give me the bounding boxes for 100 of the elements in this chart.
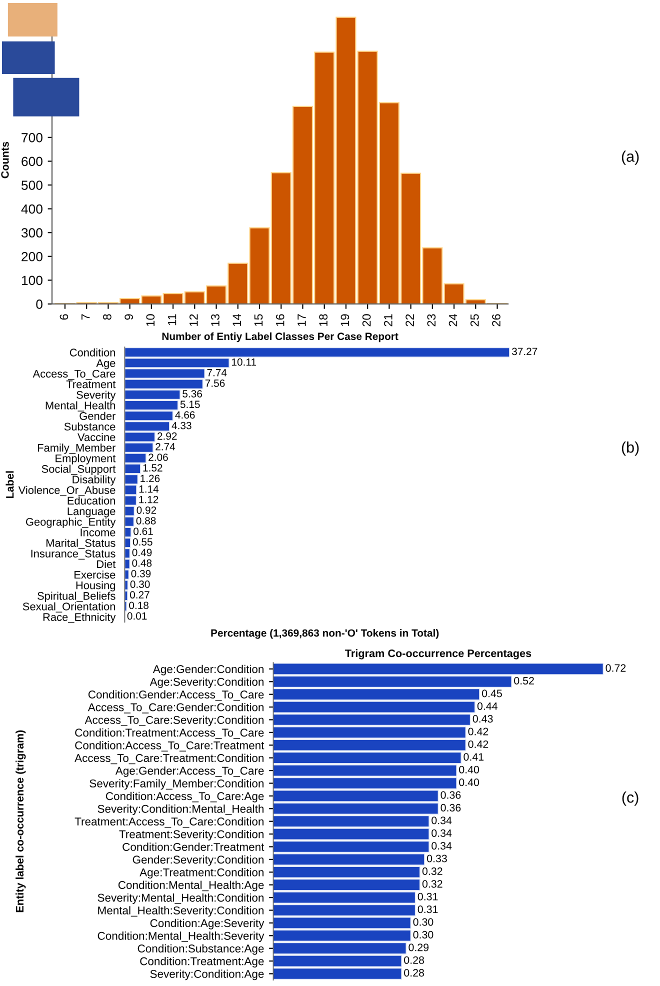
- x-axis-title: Percentage (1,369,863 non-'O' Tokens in Total): [211, 629, 439, 639]
- data-label: 0.48: [132, 559, 152, 567]
- text: (c): [622, 792, 638, 806]
- y-tick-label: 600: [22, 156, 42, 166]
- data-label: 0.34: [432, 842, 452, 850]
- data-label: 0.55: [132, 538, 152, 546]
- data-label: 0.42: [468, 728, 488, 736]
- chart-title: Trigram Co-occurrence Percentages: [345, 649, 532, 660]
- y-tick-label: Condition: [70, 348, 116, 356]
- x-tick-label: 10: [146, 314, 155, 326]
- y-tick-label: Family_Member: [38, 444, 116, 454]
- data-label: 0.40: [459, 766, 480, 774]
- data-label: 0.72: [606, 664, 626, 672]
- data-label: 1.52: [143, 464, 162, 472]
- data-label: 0.33: [426, 854, 447, 862]
- data-label: 0.92: [136, 506, 156, 514]
- data-label: 0.30: [413, 930, 434, 939]
- y-tick-label: Race_Ethnicity: [43, 612, 116, 624]
- y-tick-label: Access_To_Care: [32, 370, 116, 380]
- data-label: 0.40: [459, 778, 480, 786]
- y-axis-title: Label: [6, 471, 14, 498]
- data-label: 0.61: [134, 528, 153, 536]
- data-label: 0.29: [408, 944, 429, 952]
- data-label: 0.41: [464, 753, 484, 761]
- y-tick-label: Condition:Age:Severity: [150, 918, 264, 930]
- y-tick-label: 200: [22, 252, 42, 262]
- y-tick-label: Age:Treatment:Condition: [140, 868, 264, 879]
- y-axis-title: Counts: [1, 142, 9, 178]
- data-label: 1.12: [139, 496, 158, 504]
- data-label: 0.32: [422, 867, 442, 876]
- x-tick-label: 6: [60, 314, 68, 320]
- y-tick-label: Disability: [72, 475, 116, 486]
- x-tick-label: 16: [276, 314, 284, 326]
- y-tick-label: Condition:Treatment:Access_To_Care: [75, 728, 264, 739]
- data-label: 0.36: [440, 791, 461, 799]
- data-label: 0.31: [418, 892, 438, 900]
- y-tick-label: Gender: [80, 412, 116, 420]
- data-label: 0.28: [404, 969, 424, 977]
- y-tick-label: Condition:Access_To_Care:Treatment: [75, 741, 264, 752]
- y-tick-label: Age: [96, 359, 116, 370]
- x-tick-label: 13: [211, 314, 220, 326]
- y-tick-label: Substance: [64, 422, 116, 431]
- x-axis-title: Number of Entiy Label Classes Per Case Report: [162, 332, 398, 342]
- y-tick-label: Social_Support: [42, 464, 116, 475]
- y-tick-label: Treatment:Access_To_Care:Condition: [74, 817, 264, 828]
- data-label: 0.30: [130, 580, 150, 588]
- x-tick-label: 23: [427, 314, 436, 326]
- y-tick-label: Treatment: [66, 380, 116, 388]
- data-label: 0.88: [136, 517, 156, 524]
- data-label: 37.27: [512, 348, 538, 356]
- y-tick-label: Severity:Condition:Age: [150, 970, 264, 980]
- y-tick-label: Access_To_Care:Gender:Condition: [88, 702, 264, 714]
- x-tick-label: 15: [254, 314, 263, 326]
- y-tick-label: Mental_Health:Severity:Condition: [98, 906, 264, 917]
- y-tick-label: Severity: [76, 390, 116, 401]
- data-label: 4.33: [172, 422, 192, 430]
- data-label: 0.30: [413, 918, 434, 926]
- y-tick-label: 700: [22, 132, 42, 142]
- data-label: 0.18: [129, 602, 148, 610]
- y-tick-label: Education: [68, 496, 116, 505]
- y-tick-label: Condition:Mental_Health:Age: [118, 880, 264, 892]
- y-tick-label: Condition:Treatment:Age: [140, 956, 264, 968]
- x-tick-label: 12: [189, 314, 198, 326]
- y-tick-label: Age:Gender:Access_To_Care: [115, 766, 264, 777]
- y-tick-label: Severity:Family_Member:Condition: [90, 779, 264, 790]
- x-tick-label: 9: [124, 314, 133, 320]
- y-tick-label: Income: [80, 528, 116, 536]
- data-label: 0.31: [418, 906, 438, 914]
- data-label: 0.43: [472, 715, 493, 723]
- data-label: 5.36: [182, 390, 202, 398]
- x-tick-label: 14: [232, 314, 241, 326]
- y-tick-label: 0: [36, 300, 42, 309]
- data-label: 0.44: [477, 702, 498, 710]
- data-label: 1.14: [139, 485, 159, 493]
- x-tick-label: 26: [492, 314, 500, 326]
- data-label: 0.42: [468, 740, 488, 748]
- data-label: 7.74: [207, 369, 227, 376]
- data-label: 2.92: [157, 432, 177, 440]
- data-label: 0.27: [130, 591, 150, 599]
- y-tick-label: Marital_Status: [46, 538, 116, 549]
- y-tick-label: Insurance_Status: [31, 550, 116, 560]
- y-tick-label: Diet: [97, 560, 116, 568]
- y-tick-label: Geographic_Entity: [26, 518, 116, 528]
- data-label: 0.52: [514, 676, 534, 685]
- text: (b): [622, 442, 639, 456]
- x-tick-label: 25: [470, 314, 479, 326]
- y-tick-label: Gender:Severity:Condition: [132, 855, 264, 866]
- y-tick-label: Employment: [56, 454, 116, 464]
- x-tick-label: 24: [448, 314, 458, 326]
- data-label: 0.34: [432, 829, 452, 837]
- y-tick-label: Age:Gender:Condition: [152, 664, 264, 676]
- y-tick-label: Violence_Or_Abuse: [18, 486, 116, 496]
- y-tick-label: Severity:Condition:Mental_Health: [98, 804, 264, 816]
- x-tick-label: 17: [298, 314, 306, 326]
- y-tick-label: Condition:Gender:Treatment: [122, 842, 264, 851]
- y-tick-label: Condition:Mental_Health:Severity: [98, 932, 264, 942]
- data-label: 2.74: [156, 443, 176, 450]
- x-tick-label: 8: [103, 314, 112, 320]
- data-label: 0.36: [440, 804, 461, 812]
- y-tick-label: Vaccine: [78, 433, 116, 442]
